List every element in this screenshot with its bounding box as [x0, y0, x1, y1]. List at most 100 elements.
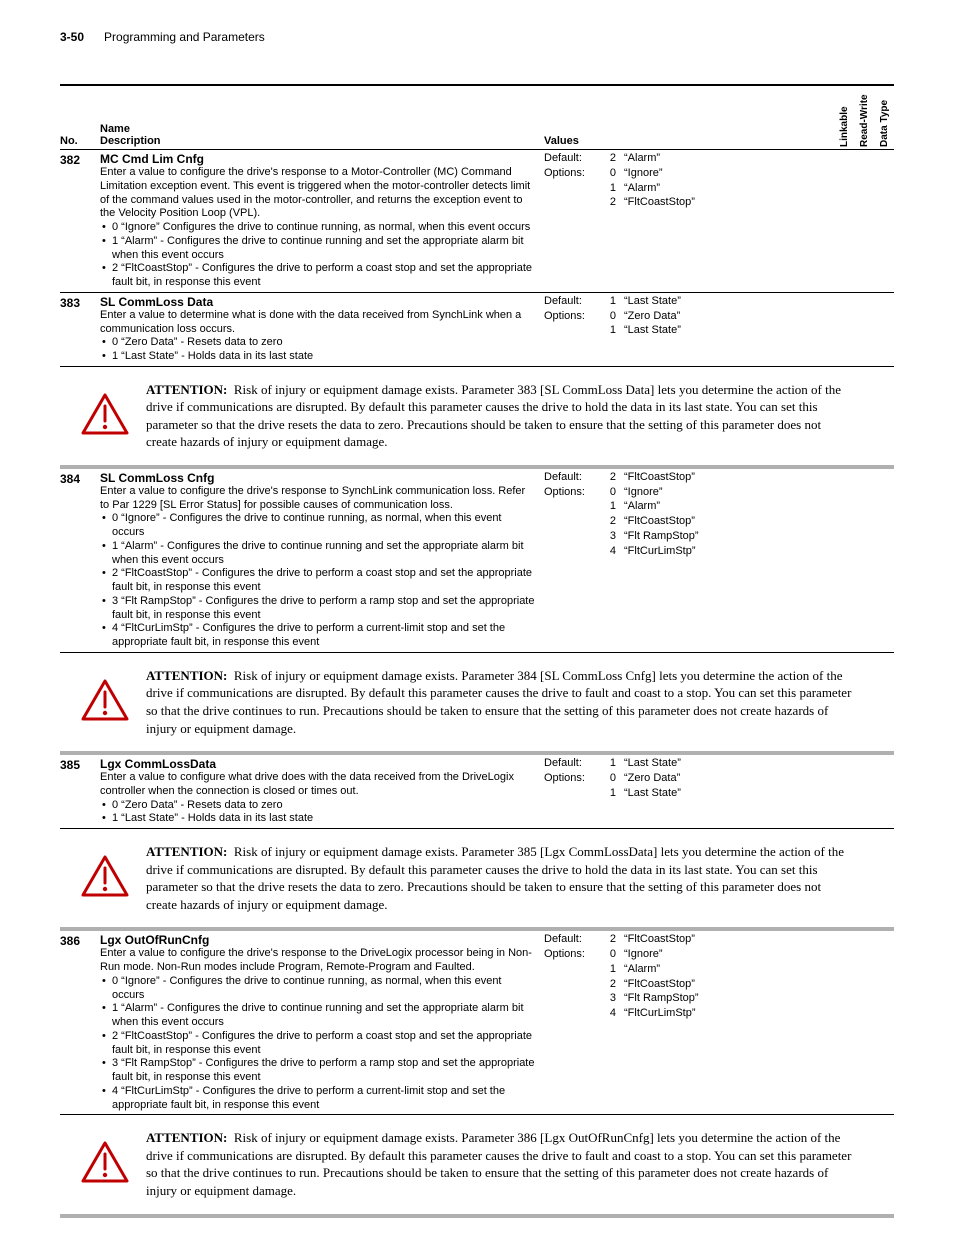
param-opt: 1 “Last State” - Holds data in its last … — [100, 350, 536, 364]
option-num: 1 — [604, 963, 616, 977]
default-text: “Last State” — [624, 295, 834, 309]
option-num: 0 — [604, 948, 616, 962]
default-label: Default: — [544, 757, 596, 771]
param-flags — [834, 757, 894, 826]
param-no: 385 — [60, 757, 100, 826]
default-text: “FltCoastStop” — [624, 933, 834, 947]
option-text: “Alarm” — [624, 182, 834, 196]
option-num: 3 — [604, 992, 616, 1006]
param-name: SL CommLoss Cnfg — [100, 471, 536, 485]
attention-block: ATTENTION: Risk of injury or equipment d… — [60, 1115, 894, 1217]
param-opt: 4 “FltCurLimStp” - Configures the drive … — [100, 622, 536, 650]
page-header: 3-50 Programming and Parameters — [60, 30, 894, 44]
option-text: “Alarm” — [624, 500, 834, 514]
param-opt: 1 “Alarm” - Configures the drive to cont… — [100, 235, 536, 263]
param-desc: Enter a value to configure the drive's r… — [100, 947, 536, 1112]
param-values: Default:2“FltCoastStop”Options:0“Ignore”… — [544, 471, 834, 650]
param-values: Default:1“Last State”Options:0“Zero Data… — [544, 757, 834, 826]
default-num: 2 — [604, 933, 616, 947]
options-label: Options: — [544, 486, 596, 500]
param-row: 382 MC Cmd Lim Cnfg Enter a value to con… — [60, 150, 894, 293]
warning-icon — [80, 678, 130, 727]
attention-text: ATTENTION: Risk of injury or equipment d… — [146, 667, 854, 737]
attention-text: ATTENTION: Risk of injury or equipment d… — [146, 381, 854, 451]
param-opt: 0 “Ignore” - Configures the drive to con… — [100, 512, 536, 540]
option-text: “Alarm” — [624, 963, 834, 977]
param-opt: 4 “FltCurLimStp” - Configures the drive … — [100, 1085, 536, 1113]
options-label — [544, 196, 596, 210]
option-num: 2 — [604, 196, 616, 210]
option-text: “FltCoastStop” — [624, 978, 834, 992]
param-opt: 0 “Zero Data” - Resets data to zero — [100, 799, 536, 813]
param-values: Default:2“Alarm”Options:0“Ignore”1“Alarm… — [544, 152, 834, 290]
attention-block: ATTENTION: Risk of injury or equipment d… — [60, 367, 894, 469]
table-header: No. Name Description Values Linkable Rea… — [60, 84, 894, 150]
option-num: 1 — [604, 787, 616, 801]
options-label — [544, 515, 596, 529]
options-label — [544, 963, 596, 977]
option-num: 0 — [604, 772, 616, 786]
option-num: 4 — [604, 545, 616, 559]
param-name: Lgx CommLossData — [100, 757, 536, 771]
param-flags — [834, 471, 894, 650]
hdr-readwrite: Read-Write — [859, 92, 870, 147]
param-values: Default:1“Last State”Options:0“Zero Data… — [544, 295, 834, 364]
param-opt: 0 “Ignore” - Configures the drive to con… — [100, 975, 536, 1003]
param-name: Lgx OutOfRunCnfg — [100, 933, 536, 947]
option-text: “Flt RampStop” — [624, 530, 834, 544]
option-text: “FltCoastStop” — [624, 515, 834, 529]
options-label — [544, 978, 596, 992]
param-name: SL CommLoss Data — [100, 295, 536, 309]
options-label — [544, 992, 596, 1006]
default-text: “FltCoastStop” — [624, 471, 834, 485]
section-title: Programming and Parameters — [104, 30, 265, 44]
page-number: 3-50 — [60, 30, 84, 44]
option-num: 0 — [604, 167, 616, 181]
param-opt: 1 “Last State” - Holds data in its last … — [100, 812, 536, 826]
options-label: Options: — [544, 948, 596, 962]
default-num: 1 — [604, 757, 616, 771]
options-label — [544, 1007, 596, 1021]
param-row: 386 Lgx OutOfRunCnfg Enter a value to co… — [60, 931, 894, 1115]
hdr-flags: Linkable Read-Write Data Type — [834, 92, 894, 147]
default-label: Default: — [544, 152, 596, 166]
options-label — [544, 500, 596, 514]
param-opt: 0 “Zero Data” - Resets data to zero — [100, 336, 536, 350]
param-desc: Enter a value to configure the drive's r… — [100, 166, 536, 290]
param-flags — [834, 933, 894, 1112]
param-row: 385 Lgx CommLossData Enter a value to co… — [60, 755, 894, 829]
default-num: 2 — [604, 471, 616, 485]
param-opt: 2 “FltCoastStop” - Configures the drive … — [100, 1030, 536, 1058]
option-num: 2 — [604, 978, 616, 992]
option-text: “FltCurLimStp” — [624, 545, 834, 559]
hdr-desc: Description — [100, 135, 536, 147]
option-text: “Ignore” — [624, 948, 834, 962]
default-num: 1 — [604, 295, 616, 309]
warning-icon — [80, 1140, 130, 1189]
attention-block: ATTENTION: Risk of injury or equipment d… — [60, 653, 894, 755]
param-no: 384 — [60, 471, 100, 650]
options-label: Options: — [544, 167, 596, 181]
default-label: Default: — [544, 295, 596, 309]
options-label — [544, 545, 596, 559]
warning-icon — [80, 854, 130, 903]
options-label: Options: — [544, 310, 596, 324]
attention-text: ATTENTION: Risk of injury or equipment d… — [146, 1129, 854, 1199]
option-num: 1 — [604, 182, 616, 196]
param-opt: 3 “Flt RampStop” - Configures the drive … — [100, 595, 536, 623]
default-num: 2 — [604, 152, 616, 166]
options-label — [544, 530, 596, 544]
option-text: “FltCurLimStp” — [624, 1007, 834, 1021]
param-row: 384 SL CommLoss Cnfg Enter a value to co… — [60, 469, 894, 653]
option-text: “Zero Data” — [624, 310, 834, 324]
param-no: 383 — [60, 295, 100, 364]
option-text: “Last State” — [624, 787, 834, 801]
param-flags — [834, 295, 894, 364]
option-text: “Ignore” — [624, 486, 834, 500]
option-num: 0 — [604, 486, 616, 500]
option-text: “Flt RampStop” — [624, 992, 834, 1006]
param-row: 383 SL CommLoss Data Enter a value to de… — [60, 293, 894, 367]
param-desc: Enter a value to configure what drive do… — [100, 771, 536, 826]
option-num: 3 — [604, 530, 616, 544]
option-num: 2 — [604, 515, 616, 529]
